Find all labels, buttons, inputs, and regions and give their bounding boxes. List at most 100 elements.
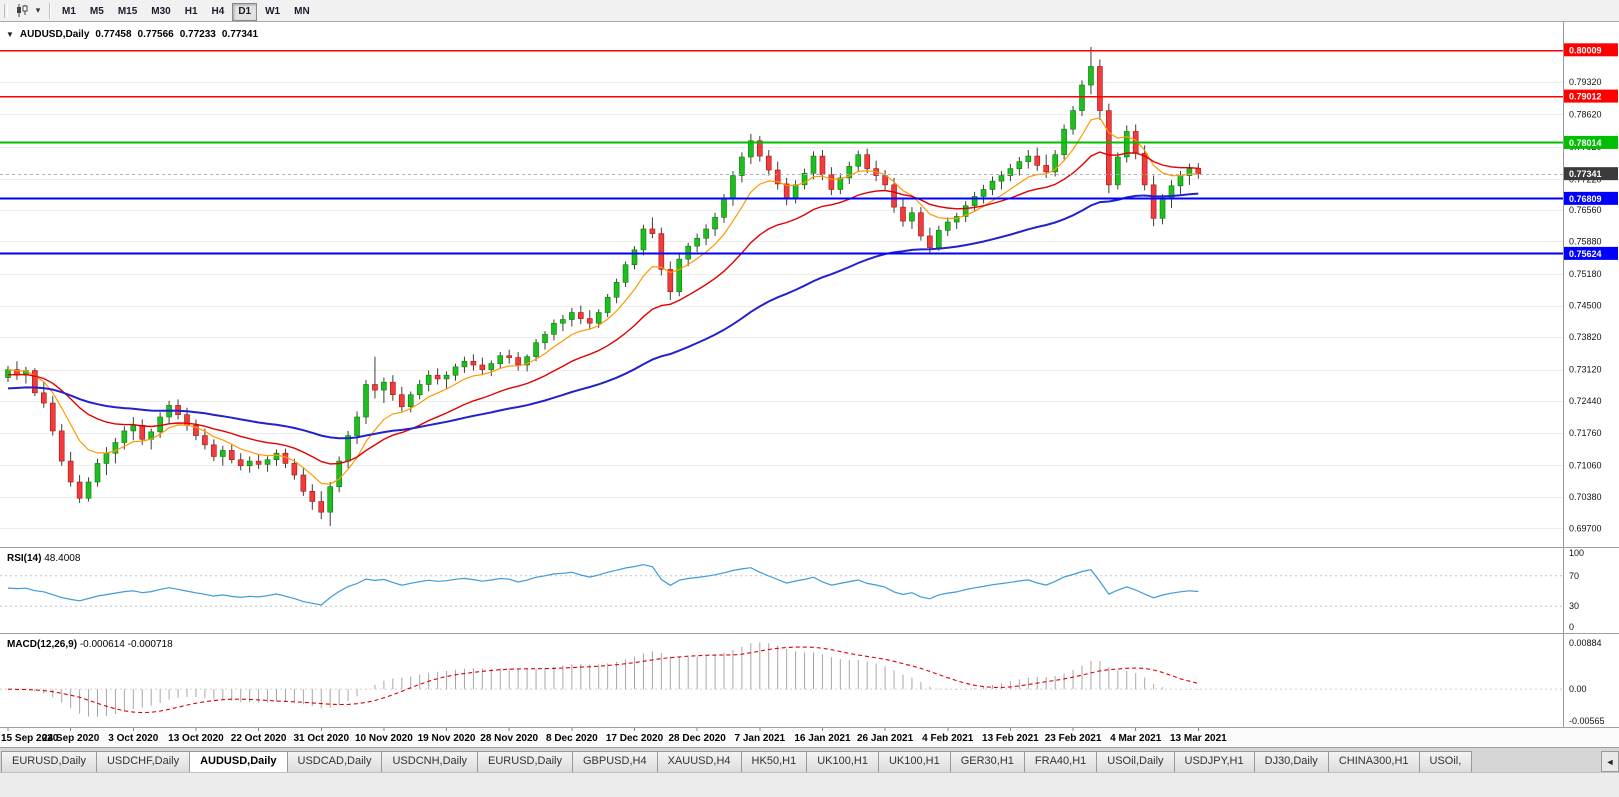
time-axis-label: 23 Feb 2021 bbox=[1045, 733, 1102, 744]
price-tick-label: 0.75180 bbox=[1569, 269, 1602, 279]
candle bbox=[622, 261, 629, 287]
period-button-m5[interactable]: M5 bbox=[84, 3, 110, 21]
candle bbox=[980, 184, 987, 204]
toolbar-drag-handle[interactable] bbox=[4, 3, 8, 18]
candle bbox=[336, 456, 342, 493]
candle bbox=[1088, 46, 1094, 95]
period-button-mn[interactable]: MN bbox=[288, 3, 316, 21]
chart-tab[interactable]: CHINA300,H1 bbox=[1328, 751, 1420, 772]
chart-tab[interactable]: UK100,H1 bbox=[807, 751, 879, 772]
candle bbox=[613, 278, 620, 304]
candle bbox=[542, 331, 548, 350]
symbol-name: AUDUSD,Daily bbox=[19, 29, 90, 40]
macd-canvas[interactable]: 0.00884 0.00 -0.00565 bbox=[0, 634, 1619, 727]
ohlc-high: 0.77566 bbox=[137, 29, 174, 40]
horizontal-level-lines bbox=[0, 49, 1563, 255]
chart-tab[interactable]: USOil, bbox=[1419, 751, 1473, 772]
chart-tab[interactable]: DJ30,Daily bbox=[1254, 751, 1329, 772]
candle bbox=[730, 170, 736, 206]
price-tick-label: 0.72440 bbox=[1569, 396, 1602, 406]
macd-indicator-panel[interactable]: MACD(12,26,9) -0.000614 -0.000718 0.0088… bbox=[0, 633, 1619, 727]
candle bbox=[291, 458, 298, 480]
macd-values: -0.000614 -0.000718 bbox=[79, 639, 173, 650]
period-button-w1[interactable]: W1 bbox=[259, 3, 286, 21]
chart-tab[interactable]: FRA40,H1 bbox=[1024, 751, 1098, 772]
chart-tab[interactable]: GER30,H1 bbox=[950, 751, 1025, 772]
candle bbox=[864, 148, 871, 174]
chart-tab[interactable]: USOil,Daily bbox=[1097, 751, 1175, 772]
chart-type-dropdown[interactable]: ▾ bbox=[32, 2, 44, 20]
chart-tab[interactable]: EURUSD,Daily bbox=[1, 751, 97, 772]
candle bbox=[515, 352, 521, 371]
candle bbox=[640, 224, 647, 256]
candle bbox=[220, 445, 226, 466]
candle bbox=[497, 352, 504, 369]
chart-tab[interactable]: USDCAD,Daily bbox=[287, 751, 383, 772]
candle bbox=[67, 451, 74, 487]
chart-type-button[interactable] bbox=[12, 2, 32, 20]
candle bbox=[533, 339, 539, 362]
chart-tab[interactable]: XAUUSD,H4 bbox=[657, 751, 742, 772]
rsi-canvas[interactable]: 100 70 30 0 bbox=[0, 548, 1619, 633]
chart-tab[interactable]: USDCHF,Daily bbox=[96, 751, 191, 772]
candle bbox=[1007, 163, 1014, 182]
time-axis[interactable]: 15 Sep 2020 24 Sep 2020 3 Oct 2020 13 Oct 2… bbox=[0, 727, 1619, 747]
price-tick-label: 0.75880 bbox=[1569, 237, 1602, 247]
candle bbox=[1106, 103, 1112, 194]
price-level-badge: 0.77341 bbox=[1564, 167, 1618, 181]
candle bbox=[569, 307, 575, 327]
candle bbox=[76, 475, 83, 503]
chart-tab[interactable]: USDCNH,Daily bbox=[382, 751, 479, 772]
candle bbox=[1123, 125, 1130, 163]
chart-tab[interactable]: UK100,H1 bbox=[878, 751, 951, 772]
chart-tab[interactable]: AUDUSD,Daily bbox=[190, 751, 288, 772]
candle bbox=[953, 212, 960, 229]
candle bbox=[900, 198, 906, 227]
main-chart-panel[interactable]: ▼ AUDUSD,Daily 0.77458 0.77566 0.77233 0… bbox=[0, 22, 1619, 547]
tab-scroll-left-button[interactable]: ◄ bbox=[1601, 751, 1619, 772]
price-tick-label: 0.70380 bbox=[1569, 492, 1602, 502]
chart-tab[interactable]: GBPUSD,H4 bbox=[573, 751, 658, 772]
macd-label: MACD(12,26,9) -0.000614 -0.000718 bbox=[7, 639, 173, 650]
candle bbox=[237, 453, 244, 471]
time-axis-label: 16 Jan 2021 bbox=[794, 733, 851, 744]
rsi-indicator-panel[interactable]: RSI(14) 48.4008 100 70 30 0 bbox=[0, 547, 1619, 633]
candle bbox=[309, 484, 316, 510]
period-button-d1[interactable]: D1 bbox=[232, 2, 258, 21]
candle bbox=[381, 377, 387, 404]
candle bbox=[667, 261, 674, 300]
period-button-h1[interactable]: H1 bbox=[179, 3, 204, 21]
period-button-m15[interactable]: M15 bbox=[112, 3, 143, 21]
candle bbox=[819, 150, 826, 181]
period-button-m1[interactable]: M1 bbox=[56, 3, 82, 21]
candle bbox=[801, 168, 808, 190]
price-level-badge: 0.79012 bbox=[1564, 89, 1618, 103]
candle bbox=[1097, 59, 1103, 120]
scroll-left-icon: ◄ bbox=[1605, 756, 1615, 767]
time-axis-label: 4 Mar 2021 bbox=[1110, 733, 1162, 744]
period-button-m30[interactable]: M30 bbox=[145, 3, 176, 21]
rsi-label: RSI(14) 48.4008 bbox=[7, 553, 80, 564]
price-chart-canvas[interactable]: 0.793200.786200.779200.772200.765600.758… bbox=[0, 22, 1619, 547]
candle bbox=[551, 319, 557, 341]
candle bbox=[300, 468, 307, 496]
candle bbox=[998, 170, 1005, 190]
chart-tab[interactable]: EURUSD,Daily bbox=[478, 751, 573, 772]
collapse-ohlc-icon[interactable]: ▼ bbox=[6, 30, 14, 39]
chart-tab[interactable]: USDJPY,H1 bbox=[1174, 751, 1255, 772]
candle bbox=[756, 136, 763, 162]
candle bbox=[228, 443, 235, 464]
candle bbox=[488, 360, 495, 377]
price-gridlines bbox=[0, 82, 1563, 529]
chart-tab[interactable]: HK50,H1 bbox=[741, 751, 808, 772]
time-axis-label: 13 Mar 2021 bbox=[1170, 733, 1227, 744]
candle bbox=[390, 375, 396, 401]
candle bbox=[94, 458, 101, 487]
price-tick-label: 0.73120 bbox=[1569, 365, 1602, 375]
period-button-h4[interactable]: H4 bbox=[206, 3, 231, 21]
candle bbox=[765, 150, 772, 176]
period-buttons-group: M1 M5 M15 M30 H1 H4 D1 W1 MN bbox=[55, 1, 317, 21]
candle bbox=[748, 133, 754, 164]
candle bbox=[989, 176, 996, 196]
